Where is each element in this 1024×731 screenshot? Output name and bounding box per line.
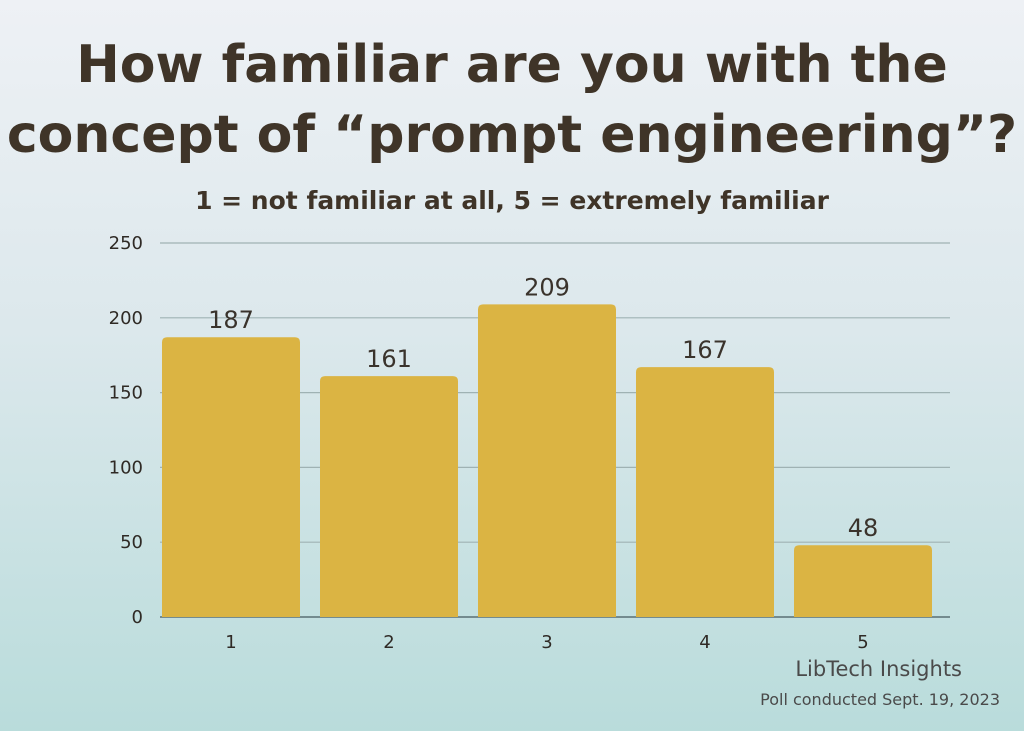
bar-4	[636, 367, 774, 617]
value-label: 187	[208, 306, 254, 334]
bars	[162, 304, 932, 617]
poll-date-note: Poll conducted Sept. 19, 2023	[760, 690, 1000, 709]
credit-text: LibTech Insights	[795, 657, 962, 681]
chart-subtitle: 1 = not familiar at all, 5 = extremely f…	[195, 186, 829, 215]
x-tick-label: 5	[857, 632, 868, 653]
y-tick-label: 150	[109, 383, 143, 404]
bar-3	[478, 304, 616, 617]
y-tick-label: 250	[109, 233, 143, 254]
y-tick-label: 0	[132, 607, 143, 628]
value-label: 48	[848, 514, 879, 542]
chart-title-line-2: concept of “prompt engineering”?	[6, 105, 1018, 165]
bar-5	[794, 545, 932, 617]
x-tick-label: 4	[699, 632, 710, 653]
y-tick-label: 200	[109, 308, 143, 329]
chart-title-line-1: How familiar are you with the	[76, 35, 948, 95]
bar-2	[320, 376, 458, 617]
chart-title: How familiar are you with the concept of…	[0, 30, 1024, 170]
y-tick-label: 50	[120, 532, 143, 553]
x-tick-label: 1	[225, 632, 236, 653]
value-label: 167	[682, 336, 728, 364]
value-label: 161	[366, 345, 412, 373]
value-labels: 187 161 209 167 48	[208, 273, 878, 542]
y-tick-label: 100	[109, 457, 143, 478]
bar-1	[162, 337, 300, 617]
x-tick-label: 2	[383, 632, 394, 653]
value-label: 209	[524, 273, 570, 301]
x-tick-label: 3	[541, 632, 552, 653]
x-axis-ticks: 1 2 3 4 5	[225, 632, 868, 653]
y-axis-ticks: 0 50 100 150 200 250	[109, 233, 143, 628]
